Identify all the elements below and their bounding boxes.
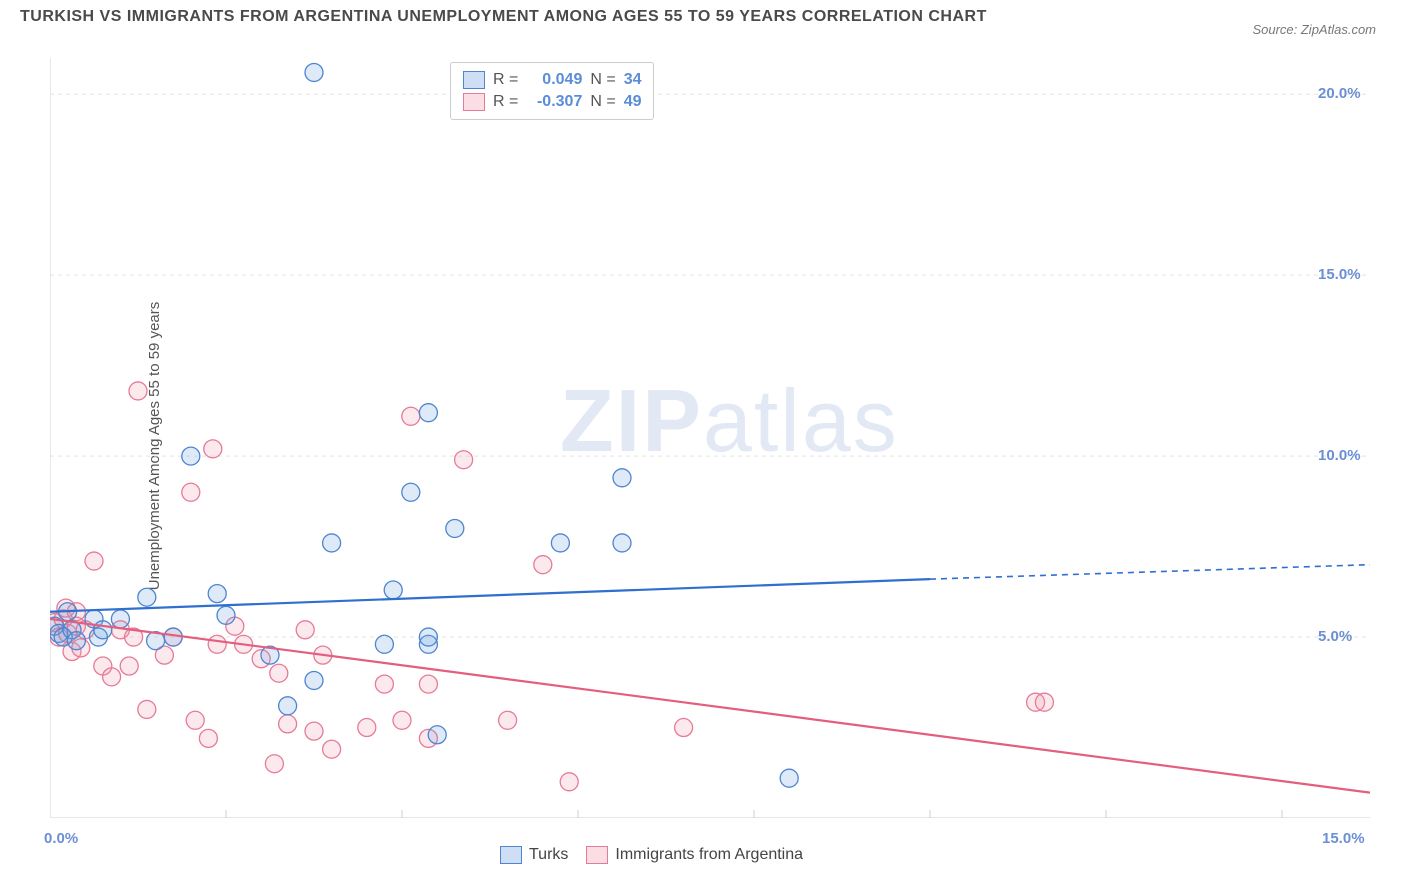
swatch-turks (463, 71, 485, 89)
legend-item-turks: Turks (500, 846, 568, 864)
legend-row-turks: R = 0.049 N = 34 (463, 69, 641, 91)
r-value-turks: 0.049 (526, 71, 582, 89)
r-label: R = (493, 71, 518, 89)
r-value-argentina: -0.307 (526, 93, 582, 111)
y-tick-5: 5.0% (1318, 628, 1352, 645)
n-value-turks: 34 (624, 71, 642, 89)
r-label: R = (493, 93, 518, 111)
n-label: N = (590, 93, 615, 111)
y-tick-15: 15.0% (1318, 266, 1361, 283)
legend-label-turks: Turks (529, 846, 568, 864)
series-legend: Turks Immigrants from Argentina (500, 846, 803, 864)
x-tick-15: 15.0% (1322, 830, 1365, 847)
n-label: N = (590, 71, 615, 89)
chart-container: TURKISH VS IMMIGRANTS FROM ARGENTINA UNE… (0, 0, 1406, 892)
chart-title: TURKISH VS IMMIGRANTS FROM ARGENTINA UNE… (20, 8, 987, 26)
swatch-argentina (463, 93, 485, 111)
swatch-turks-bottom (500, 846, 522, 864)
legend-label-argentina: Immigrants from Argentina (615, 846, 803, 864)
legend-item-argentina: Immigrants from Argentina (586, 846, 803, 864)
x-tick-0: 0.0% (44, 830, 78, 847)
correlation-legend: R = 0.049 N = 34 R = -0.307 N = 49 (450, 62, 654, 120)
y-tick-10: 10.0% (1318, 447, 1361, 464)
scatter-plot (50, 58, 1370, 818)
y-tick-20: 20.0% (1318, 85, 1361, 102)
swatch-argentina-bottom (586, 846, 608, 864)
n-value-argentina: 49 (624, 93, 642, 111)
legend-row-argentina: R = -0.307 N = 49 (463, 91, 641, 113)
source-attribution: Source: ZipAtlas.com (1252, 22, 1376, 37)
